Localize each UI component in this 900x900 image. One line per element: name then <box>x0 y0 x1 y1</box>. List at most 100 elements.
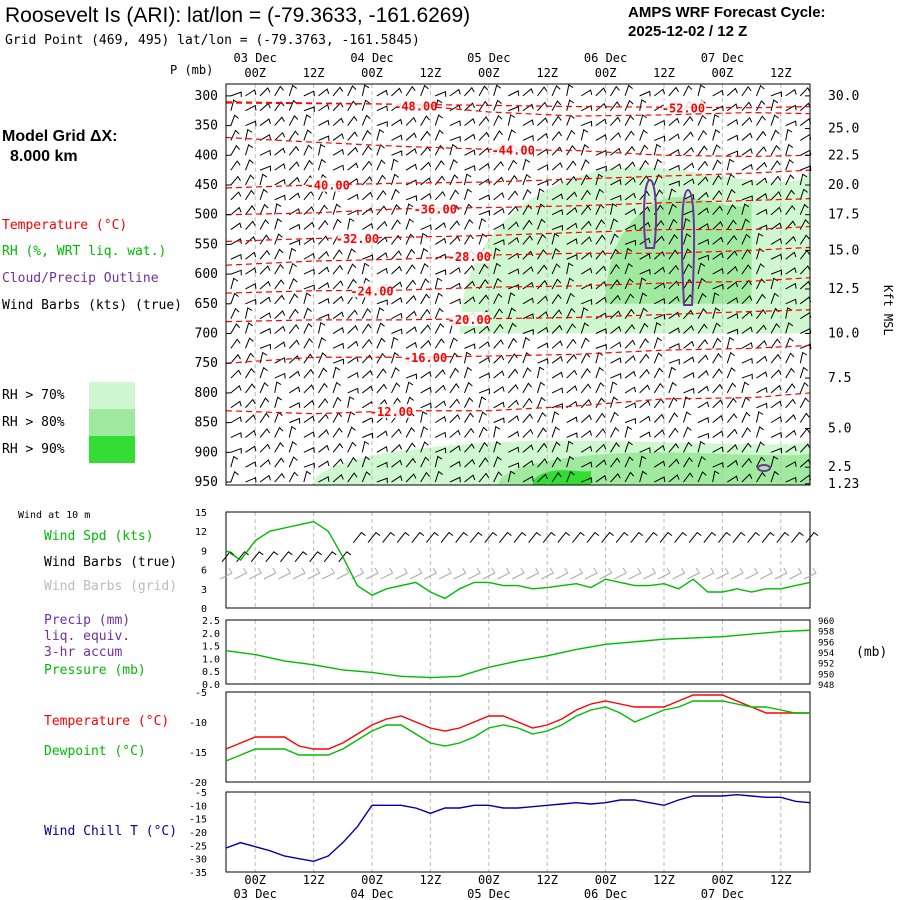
wind-barb <box>464 280 476 290</box>
wind-barb <box>712 89 724 97</box>
wind-barb <box>683 472 694 483</box>
wind-barb <box>741 381 750 394</box>
wind-barb <box>230 432 242 438</box>
pressure-unit: (mb) <box>856 645 887 660</box>
wind-barb-grid <box>803 567 817 580</box>
wind-barb <box>581 298 593 305</box>
wind-barb <box>595 296 607 305</box>
wind-barb <box>288 308 299 319</box>
wind-barb <box>230 191 242 201</box>
wind-barb <box>712 114 720 126</box>
wind-barb <box>230 292 239 304</box>
wind-barb <box>420 308 431 319</box>
wind-barb <box>449 104 461 112</box>
wind-barb <box>668 86 679 97</box>
wind-barb <box>624 456 634 468</box>
height-tick-label: 25.0 <box>828 122 859 137</box>
wind-barb-true <box>805 531 819 543</box>
wind-barb <box>493 401 505 409</box>
wind-barb-true <box>761 531 775 543</box>
wind-barb <box>683 115 694 126</box>
wind-barb <box>508 284 520 290</box>
wind-barb <box>522 297 534 305</box>
height-tick-label: 7.5 <box>828 371 851 386</box>
wind-barb <box>391 150 403 157</box>
wind-barb <box>624 402 637 409</box>
wind-barb <box>449 174 459 186</box>
wind-tick-label: 15 <box>195 508 207 519</box>
contour-label-bg <box>449 249 490 264</box>
wind-barb <box>785 204 796 215</box>
wind-barb <box>493 262 502 275</box>
wind-barb <box>755 411 764 423</box>
top-time-label: 12Z <box>536 66 558 80</box>
wind-barb <box>361 323 372 334</box>
wind-barb <box>580 236 592 245</box>
wind-barb-true <box>411 531 425 543</box>
wind-barb-grid <box>759 567 773 580</box>
wind-barb <box>289 386 301 394</box>
wind-barb <box>697 455 706 468</box>
wind-barb <box>464 412 474 423</box>
wind-barb <box>230 369 242 379</box>
wind-barb <box>230 222 242 230</box>
wind-barb <box>799 351 808 364</box>
wind-barb <box>551 426 560 438</box>
wind-barb <box>245 367 255 379</box>
wind-barb <box>274 372 286 379</box>
wind-barb <box>799 218 810 230</box>
wind-barb <box>654 460 666 468</box>
wind-barb <box>741 179 753 186</box>
wind-barb <box>434 400 447 409</box>
wind-barb <box>507 174 518 186</box>
wind-barb <box>581 104 593 112</box>
wind-barb <box>741 116 753 126</box>
wind-barb <box>653 382 664 394</box>
cloud-outline <box>757 464 771 472</box>
wind-barb <box>654 298 666 305</box>
wind-barb <box>580 174 591 186</box>
legend-rh70-label: RH > 70% <box>2 388 65 403</box>
wind-barb <box>230 238 242 245</box>
pressure-tick-label: 700 <box>195 327 218 342</box>
precip-tick-label: 0.0 <box>202 680 220 691</box>
wind-barb <box>274 457 285 468</box>
wind-barb <box>785 251 797 260</box>
wind-barb <box>639 114 648 126</box>
wind-barb <box>449 413 461 423</box>
wind-barb <box>668 295 680 305</box>
height-tick-label: 17.5 <box>828 208 859 223</box>
wind-barb <box>683 309 694 319</box>
wind-barb <box>259 312 272 320</box>
wind-barb-grid <box>424 567 438 580</box>
wind-barb <box>405 148 417 156</box>
wind-barb <box>741 326 753 334</box>
wind-barb <box>726 351 735 364</box>
wind-barb <box>697 440 706 453</box>
wind-barb <box>712 414 724 424</box>
top-time-label: 12Z <box>420 66 442 80</box>
wind-barb <box>463 366 473 379</box>
wind-barb <box>537 164 549 171</box>
wind-barb <box>376 236 388 245</box>
wind-barb <box>347 371 359 379</box>
wind-barb <box>478 100 489 112</box>
wind-barb <box>318 266 330 275</box>
wind-barb <box>697 370 709 379</box>
wind-barb <box>653 337 662 349</box>
wind-barb <box>434 144 445 156</box>
model-grid-value: 8.000 km <box>10 148 78 165</box>
wind-barb <box>347 472 358 483</box>
wind-barb <box>595 134 607 141</box>
wind-barb <box>274 381 282 394</box>
wind-barb <box>332 358 345 365</box>
wind-barb <box>493 293 503 305</box>
pressure-tick-label: 956 <box>818 638 834 648</box>
wind-barb <box>741 101 752 112</box>
wind-barb <box>493 354 505 364</box>
wind-barb <box>391 204 401 215</box>
wind-barb <box>668 203 677 215</box>
wind-barb <box>478 372 491 379</box>
wind-barb <box>537 458 548 468</box>
wind-barb <box>653 413 665 423</box>
